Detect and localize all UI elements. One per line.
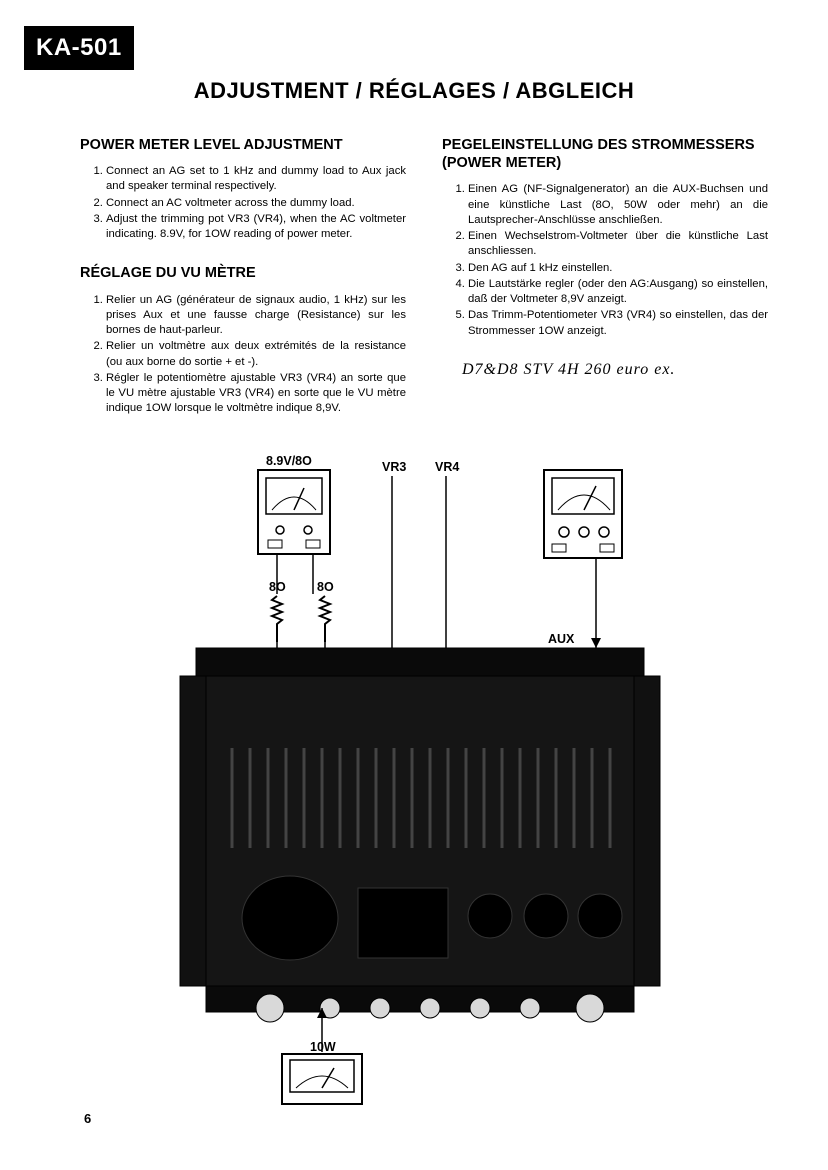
list-item: Einen AG (NF-Signalgenerator) an die AUX… — [468, 182, 768, 228]
page-title: ADJUSTMENT / RÉGLAGES / ABGLEICH — [0, 78, 828, 104]
section-heading-de: PEGELEINSTELLUNG DES STROMMESSERS (POWER… — [442, 136, 768, 172]
dummy-load-left-icon — [272, 596, 282, 642]
adjustment-diagram: 8.9V/8O VR3 VR4 8O 8O AUX 10W — [160, 448, 680, 1108]
label-load-left: 8O — [269, 580, 286, 594]
ag-generator-icon — [544, 470, 622, 648]
list-item: Connect an AG set to 1 kHz and dummy loa… — [106, 164, 406, 195]
power-meter-icon — [282, 1008, 362, 1104]
list-item: Die Lautstärke regler (oder den AG:Ausga… — [468, 277, 768, 308]
page-number: 6 — [84, 1111, 91, 1126]
dummy-load-right-icon — [320, 596, 330, 642]
label-vr3: VR3 — [382, 460, 406, 474]
left-column: POWER METER LEVEL ADJUSTMENT Connect an … — [80, 136, 406, 439]
label-vr4: VR4 — [435, 460, 459, 474]
list-item: Régler le potentiomètre ajustable VR3 (V… — [106, 371, 406, 417]
list-item: Einen Wechselstrom-Voltmeter über die kü… — [468, 229, 768, 260]
list-de: Einen AG (NF-Signalgenerator) an die AUX… — [442, 182, 768, 339]
label-voltmeter: 8.9V/8O — [266, 454, 312, 468]
price-note: D7&D8 STV 4H 260 euro ex. — [462, 361, 768, 379]
text-columns: POWER METER LEVEL ADJUSTMENT Connect an … — [80, 136, 768, 439]
list-item: Relier un voltmètre aux deux extrémités … — [106, 339, 406, 370]
ac-voltmeter-icon — [258, 470, 330, 594]
amplifier-chassis-icon — [180, 648, 660, 1022]
label-aux: AUX — [548, 632, 574, 646]
label-load-right: 8O — [317, 580, 334, 594]
section-heading-fr: RÉGLAGE DU VU MÈTRE — [80, 264, 406, 282]
list-en: Connect an AG set to 1 kHz and dummy loa… — [80, 164, 406, 242]
label-power-meter: 10W — [310, 1040, 336, 1054]
list-item: Den AG auf 1 kHz einstellen. — [468, 261, 768, 276]
list-item: Das Trimm-Potentiometer VR3 (VR4) so ein… — [468, 308, 768, 339]
diagram-svg — [160, 448, 680, 1108]
model-badge: KA-501 — [24, 26, 134, 70]
right-column: PEGELEINSTELLUNG DES STROMMESSERS (POWER… — [442, 136, 768, 439]
list-item: Relier un AG (générateur de signaux audi… — [106, 293, 406, 339]
list-item: Connect an AC voltmeter across the dummy… — [106, 196, 406, 211]
section-heading-en: POWER METER LEVEL ADJUSTMENT — [80, 136, 406, 154]
list-fr: Relier un AG (générateur de signaux audi… — [80, 293, 406, 417]
list-item: Adjust the trimming pot VR3 (VR4), when … — [106, 212, 406, 243]
